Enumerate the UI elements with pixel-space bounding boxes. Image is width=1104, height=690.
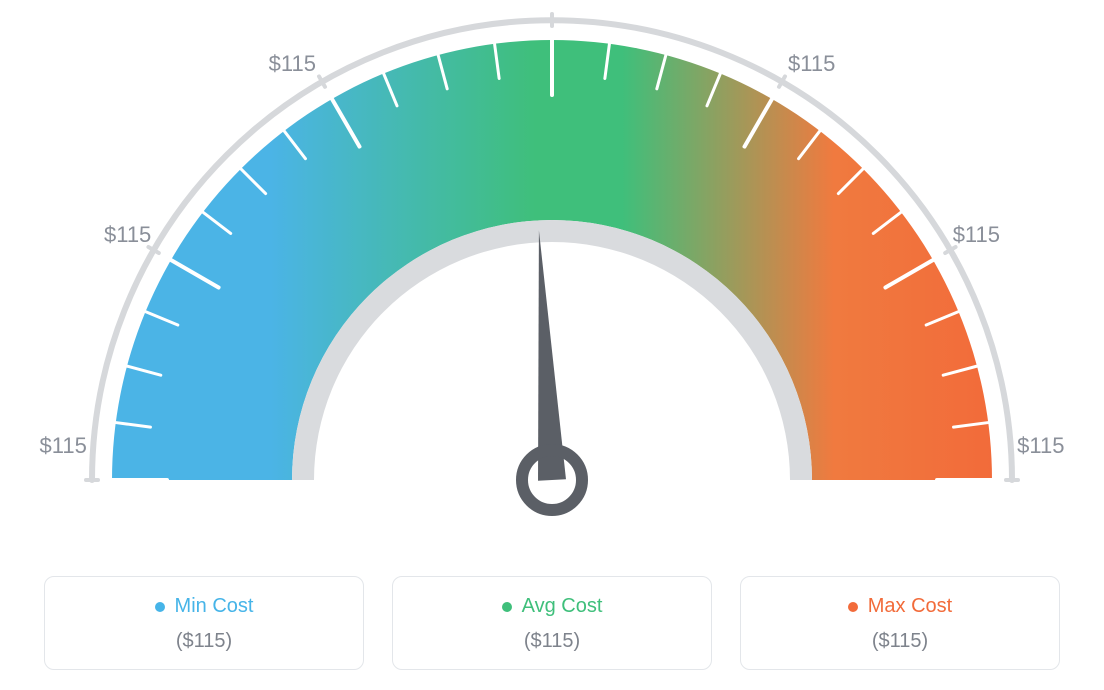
legend-label-max: Max Cost bbox=[868, 595, 952, 618]
gauge-tick-label: $115 bbox=[40, 433, 87, 459]
gauge-tick-label: $115 bbox=[788, 51, 835, 77]
legend-value-max: ($115) bbox=[751, 630, 1049, 653]
gauge-chart: $115 $115 $115 $115 $115 $115 $115 bbox=[0, 0, 1104, 560]
legend-card-min: Min Cost ($115) bbox=[44, 576, 364, 670]
legend-row: Min Cost ($115) Avg Cost ($115) Max Cost… bbox=[44, 576, 1060, 670]
legend-dot-min bbox=[155, 602, 165, 612]
legend-title-avg: Avg Cost bbox=[502, 595, 603, 618]
gauge-tick-label: $115 bbox=[953, 222, 1000, 248]
gauge-tick-label: $115 bbox=[269, 51, 316, 77]
legend-card-avg: Avg Cost ($115) bbox=[392, 576, 712, 670]
legend-card-max: Max Cost ($115) bbox=[740, 576, 1060, 670]
legend-title-max: Max Cost bbox=[848, 595, 952, 618]
gauge-svg bbox=[0, 0, 1104, 560]
legend-dot-avg bbox=[502, 602, 512, 612]
legend-title-min: Min Cost bbox=[155, 595, 254, 618]
legend-label-min: Min Cost bbox=[175, 595, 254, 618]
legend-value-min: ($115) bbox=[55, 630, 353, 653]
gauge-tick-label: $115 bbox=[1017, 433, 1064, 459]
legend-value-avg: ($115) bbox=[403, 630, 701, 653]
legend-label-avg: Avg Cost bbox=[522, 595, 603, 618]
gauge-tick-label: $115 bbox=[528, 0, 575, 3]
legend-dot-max bbox=[848, 602, 858, 612]
gauge-tick-label: $115 bbox=[104, 222, 151, 248]
